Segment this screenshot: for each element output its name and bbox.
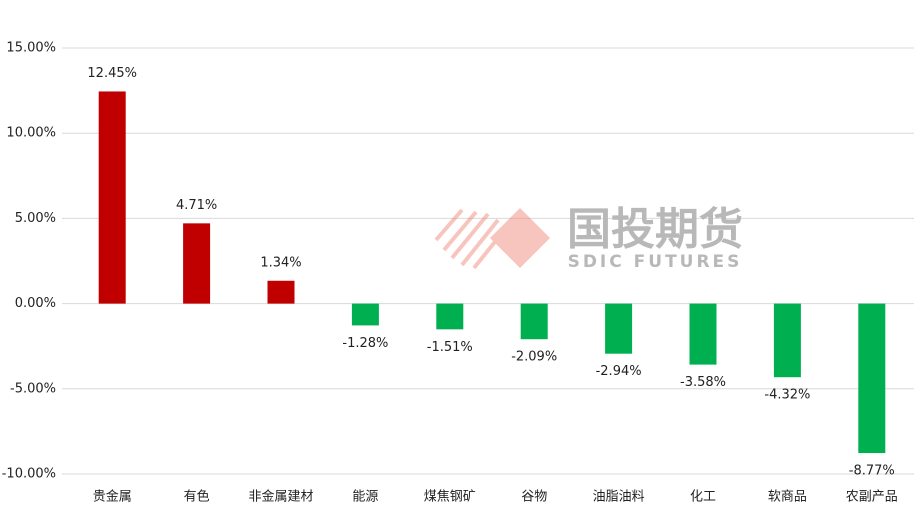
bar — [520, 303, 548, 340]
bar — [98, 91, 126, 304]
bar — [351, 303, 379, 326]
x-tick-label: 农副产品 — [846, 490, 898, 505]
data-label: 12.45% — [87, 66, 137, 81]
x-tick-label: 油脂油料 — [593, 490, 645, 505]
x-tick-label: 贵金属 — [93, 489, 132, 505]
x-tick-label: 谷物 — [521, 490, 547, 505]
x-tick-label: 有色 — [184, 489, 210, 505]
y-tick-label: 0.00% — [15, 296, 56, 311]
watermark-title: 国投期货 — [567, 204, 743, 255]
bar — [267, 280, 295, 304]
y-tick-label: 5.00% — [15, 211, 56, 226]
y-tick-label: 15.00% — [6, 41, 56, 56]
data-label: -2.94% — [596, 364, 642, 379]
data-label: -2.09% — [511, 350, 557, 365]
x-tick-label: 煤焦钢矿 — [424, 490, 476, 505]
bar — [183, 223, 211, 304]
x-tick-label: 软商品 — [768, 490, 807, 505]
data-label: -3.58% — [680, 375, 726, 390]
bar — [858, 303, 886, 454]
x-tick-label: 化工 — [690, 490, 716, 505]
bar — [689, 303, 717, 365]
data-label: 4.71% — [176, 198, 217, 213]
watermark-logo — [434, 208, 550, 270]
x-tick-label: 能源 — [352, 490, 378, 505]
data-label: -8.77% — [849, 464, 895, 479]
x-tick-label: 非金属建材 — [248, 489, 313, 505]
data-label: -1.28% — [342, 336, 388, 351]
bar — [436, 303, 464, 330]
bar — [773, 303, 801, 378]
watermark-subtitle: SDIC FUTURES — [568, 252, 743, 272]
data-label: -1.51% — [427, 340, 473, 355]
data-label: -4.32% — [764, 388, 810, 403]
data-label: 1.34% — [260, 255, 301, 270]
y-tick-label: -5.00% — [10, 381, 56, 396]
y-tick-label: 10.00% — [6, 126, 56, 141]
bar — [605, 303, 633, 354]
y-tick-label: -10.00% — [2, 467, 56, 482]
